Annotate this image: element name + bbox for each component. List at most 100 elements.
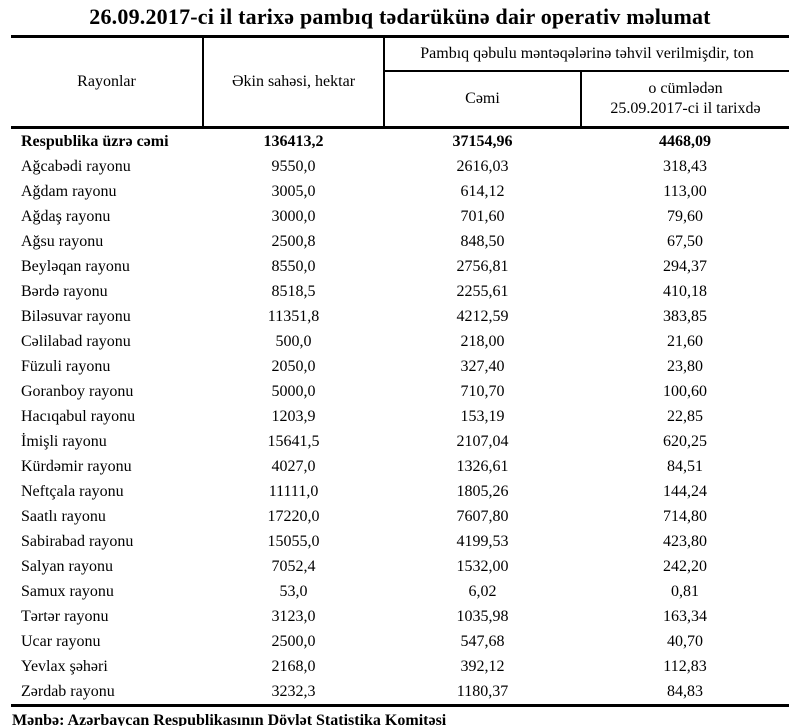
row-daily: 163,34 [663,608,707,625]
source-note: Mənbə: Azərbaycan Respublikasının Dövlət… [12,712,447,726]
row-total: 2255,61 [456,283,509,300]
row-total: 1326,61 [456,458,509,475]
table-row: Ağsu rayonu 2500,8 848,50 67,50 [11,229,789,254]
row-area: 53,0 [279,583,308,600]
page-title: 26.09.2017-ci il tarixə pambıq tədarükün… [89,4,711,29]
row-area: 8550,0 [271,258,316,275]
row-area: 7052,4 [271,558,316,575]
table-row: Ucar rayonu 2500,0 547,68 40,70 [11,629,789,654]
row-daily: 113,00 [663,183,707,200]
table-row: Füzuli rayonu 2050,0 327,40 23,80 [11,354,789,379]
table-row: Ağcabədi rayonu 9550,0 2616,03 318,43 [11,154,789,179]
row-area: 3232,3 [271,683,316,700]
row-area: 17220,0 [267,508,320,525]
row-total: 1035,98 [456,608,509,625]
row-daily: 23,80 [667,358,703,375]
row-total: 547,68 [460,633,505,650]
row-daily: 22,85 [667,408,703,425]
row-total: 392,12 [460,658,505,675]
row-daily: 144,24 [663,483,707,500]
row-region: Sabirabad rayonu [21,533,134,550]
row-daily: 423,80 [663,533,707,550]
row-region: Tərtər rayonu [21,608,109,625]
total-row-region: Respublika üzrə cəmi [21,133,169,150]
row-daily: 242,20 [663,558,707,575]
row-daily: 714,80 [663,508,707,525]
row-total: 1805,26 [456,483,509,500]
row-region: Salyan rayonu [21,558,113,575]
row-area: 9550,0 [271,158,316,175]
row-region: Ağsu rayonu [21,233,104,250]
table-row: Yevlax şəhəri 2168,0 392,12 112,83 [11,654,789,679]
row-area: 4027,0 [271,458,316,475]
table-row: Hacıqabul rayonu 1203,9 153,19 22,85 [11,404,789,429]
row-daily: 84,51 [667,458,703,475]
table-row: Ağdam rayonu 3005,0 614,12 113,00 [11,179,789,204]
row-region: Ucar rayonu [21,633,101,650]
row-area: 8518,5 [271,283,316,300]
row-daily: 383,85 [663,308,707,325]
table-row: İmişli rayonu 15641,5 2107,04 620,25 [11,429,789,454]
row-total: 1532,00 [456,558,509,575]
table-row: Salyan rayonu 7052,4 1532,00 242,20 [11,554,789,579]
row-total: 6,02 [468,583,497,600]
row-daily: 112,83 [663,658,707,675]
row-daily: 410,18 [663,283,707,300]
row-total: 710,70 [460,383,505,400]
table-row: Tərtər rayonu 3123,0 1035,98 163,34 [11,604,789,629]
table-total-row: Respublika üzrə cəmi 136413,2 37154,96 4… [11,128,789,155]
column-header-area: Əkin sahəsi, hektar [203,36,385,129]
row-total: 1180,37 [456,683,509,700]
row-region: Saatlı rayonu [21,508,106,525]
row-area: 5000,0 [271,383,316,400]
row-region: Zərdab rayonu [21,683,115,700]
table-row: Saatlı rayonu 17220,0 7607,80 714,80 [11,504,789,529]
row-total: 4212,59 [456,308,509,325]
table-row: Sabirabad rayonu 15055,0 4199,53 423,80 [11,529,789,554]
column-header-daily-line2: 25.09.2017-ci il tarixdə [610,100,761,117]
row-area: 2500,0 [271,633,316,650]
row-daily: 21,60 [667,333,703,350]
row-daily: 84,83 [667,683,703,700]
row-daily: 318,43 [663,158,707,175]
table-row: Neftçala rayonu 11111,0 1805,26 144,24 [11,479,789,504]
table-row: Goranboy rayonu 5000,0 710,70 100,60 [11,379,789,404]
row-region: Goranboy rayonu [21,383,134,400]
row-daily: 67,50 [667,233,703,250]
column-header-delivered-group: Pambıq qəbulu məntəqələrinə təhvil veril… [384,36,790,72]
row-area: 3123,0 [271,608,316,625]
row-daily: 0,81 [671,583,699,600]
total-row-total: 37154,96 [452,133,513,150]
row-total: 614,12 [460,183,505,200]
row-area: 15641,5 [267,433,320,450]
row-area: 11111,0 [268,483,319,500]
row-region: Bərdə rayonu [21,283,108,300]
row-daily: 100,60 [663,383,707,400]
row-region: Kürdəmir rayonu [21,458,132,475]
table-row: Beyləqan rayonu 8550,0 2756,81 294,37 [11,254,789,279]
table-row: Samux rayonu 53,0 6,02 0,81 [11,579,789,604]
row-area: 11351,8 [267,308,320,325]
row-total: 7607,80 [456,508,509,525]
column-header-daily-line1: o cümlədən [648,80,723,97]
row-region: Füzuli rayonu [21,358,111,375]
table-row: Zərdab rayonu 3232,3 1180,37 84,83 [11,679,789,706]
row-daily: 620,25 [663,433,707,450]
column-header-regions: Rayonlar [11,36,204,129]
row-area: 1203,9 [271,408,316,425]
row-daily: 40,70 [667,633,703,650]
row-total: 327,40 [460,358,505,375]
row-total: 2107,04 [456,433,509,450]
table-row: Biləsuvar rayonu 11351,8 4212,59 383,85 [11,304,789,329]
column-header-delivered-daily: o cümlədən 25.09.2017-ci il tarixdə [581,71,790,129]
row-area: 2500,8 [271,233,316,250]
table-row: Cəlilabad rayonu 500,0 218,00 21,60 [11,329,789,354]
row-total: 218,00 [460,333,505,350]
table-row: Kürdəmir rayonu 4027,0 1326,61 84,51 [11,454,789,479]
row-area: 3005,0 [271,183,316,200]
row-region: İmişli rayonu [21,433,107,450]
row-total: 4199,53 [456,533,509,550]
total-row-area: 136413,2 [263,133,324,150]
row-region: Cəlilabad rayonu [21,333,131,350]
